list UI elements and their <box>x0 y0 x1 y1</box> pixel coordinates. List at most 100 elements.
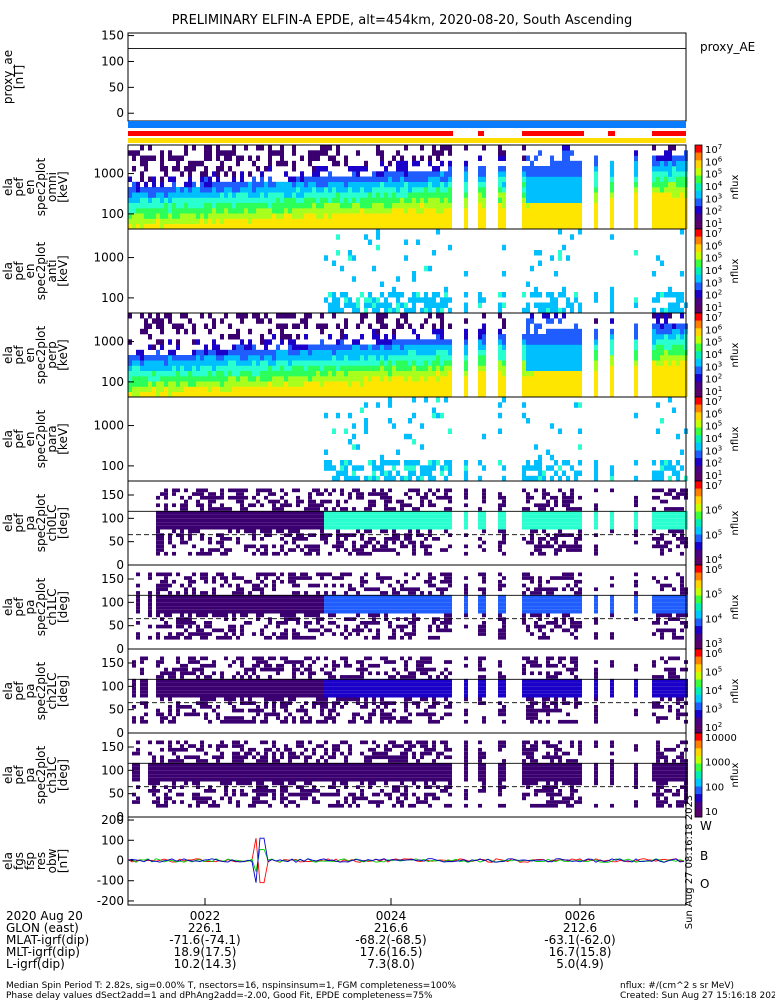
spectrogram-cell <box>240 197 244 203</box>
pitch-angle-cell <box>534 529 538 534</box>
pitch-angle-cell <box>668 525 672 530</box>
spectrogram-cell <box>392 381 396 387</box>
spectrogram-cell <box>420 386 424 392</box>
spectrogram-cell <box>288 192 292 198</box>
pitch-angle-cell <box>260 514 264 519</box>
pitch-angle-cell <box>212 522 216 526</box>
pitch-angle-cell <box>188 635 192 640</box>
spectrogram-cell <box>534 250 538 256</box>
pitch-angle-cell <box>216 609 220 614</box>
spectrogram-cell <box>668 370 672 377</box>
pitch-angle-cell <box>200 533 204 537</box>
spectrogram-cell <box>356 465 360 471</box>
spectrogram-cell <box>676 171 680 177</box>
spectrogram-cell <box>312 166 316 172</box>
spectrogram-cell <box>424 360 428 366</box>
pitch-angle-cell <box>168 522 172 526</box>
spectrogram-cell <box>546 391 550 398</box>
spectrogram-cell <box>392 376 396 382</box>
pitch-angle-cell <box>252 529 256 534</box>
pitch-angle-cell <box>196 551 200 556</box>
spectrogram-cell <box>444 370 448 377</box>
pitch-angle-cell <box>180 507 184 511</box>
spectrogram-cell <box>212 208 216 214</box>
pitch-angle-cell <box>554 503 558 508</box>
spectrogram-cell <box>204 197 208 203</box>
pitch-angle-cell <box>184 602 188 606</box>
pitch-angle-cell <box>264 583 268 588</box>
spectrogram-cell <box>672 155 676 161</box>
colorbar-tick-label: 102 <box>705 457 722 470</box>
spectrogram-cell <box>128 376 132 382</box>
spectrogram-cell <box>352 376 356 382</box>
pitch-angle-cell <box>256 514 260 519</box>
spectrogram-cell <box>396 355 400 361</box>
spectrogram-cell <box>412 271 416 277</box>
pitch-angle-cell <box>570 518 574 522</box>
spectrogram-cell <box>534 223 538 230</box>
pitch-angle-cell <box>436 514 440 519</box>
pitch-angle-cell <box>160 587 164 592</box>
spectrogram-cell <box>304 218 308 224</box>
pitch-angle-cell <box>256 488 260 493</box>
spectrogram-cell <box>400 302 404 308</box>
pitch-angle-cell <box>558 488 562 493</box>
spectrogram-cell <box>424 176 428 182</box>
pitch-angle-cell <box>228 510 232 515</box>
spectrogram-cell <box>268 150 272 156</box>
spectrogram-cell <box>542 192 546 198</box>
pitch-angle-cell <box>384 510 388 515</box>
spectrogram-cell <box>372 265 376 272</box>
spectrogram-cell <box>664 360 668 366</box>
ylabel-line: [keV] <box>56 339 70 370</box>
spectrogram-cell <box>444 391 448 398</box>
pitch-angle-cell <box>164 525 168 530</box>
spectrogram-cell <box>264 339 268 345</box>
pitch-angle-cell <box>272 587 276 592</box>
spectrogram-cell <box>478 297 482 303</box>
ylabel-line: spec2plot <box>34 157 48 216</box>
pitch-angle-cell <box>292 540 296 545</box>
spectrogram-cell <box>280 223 284 230</box>
spectrogram-cell <box>432 355 436 361</box>
spectrogram-cell <box>538 223 542 230</box>
spectrogram-cell <box>440 318 444 324</box>
spectrogram-cell <box>668 339 672 345</box>
spectrogram-cell <box>132 223 136 230</box>
spectrogram-cell <box>140 349 144 356</box>
spectrogram-cell <box>280 386 284 392</box>
spectrogram-cell <box>320 360 324 366</box>
spectrogram-cell <box>200 313 204 319</box>
spectrogram-cell <box>652 166 656 172</box>
ylabel-line: perp <box>45 341 59 369</box>
spectrogram-cell <box>432 381 436 387</box>
pitch-angle-cell <box>220 518 224 522</box>
spectrogram-cell <box>332 376 336 382</box>
spectrogram-cell <box>566 475 570 482</box>
spectrogram-cell <box>168 365 172 371</box>
spectrogram-cell <box>208 213 212 219</box>
spectrogram-cell <box>570 381 574 387</box>
spectrogram-cell <box>424 223 428 230</box>
spectrogram-cell <box>376 349 380 356</box>
spectrogram-cell <box>148 386 152 392</box>
spectrogram-cell <box>522 307 526 314</box>
spectrogram-cell <box>296 349 300 356</box>
spectrogram-cell <box>192 218 196 224</box>
spectrogram-cell <box>368 239 372 245</box>
spectrogram-cell <box>244 208 248 214</box>
spectrogram-cell <box>412 460 416 466</box>
spectrogram-cell <box>128 370 132 377</box>
pitch-angle-cell <box>404 503 408 508</box>
spectrogram-cell <box>380 187 384 193</box>
spectrogram-cell <box>200 223 204 230</box>
pitch-angle-cell <box>188 529 192 534</box>
spectrogram-cell <box>428 386 432 392</box>
spectrogram-cell <box>248 223 252 230</box>
spectrogram-cell <box>344 386 348 392</box>
spectrogram-cell <box>448 470 452 476</box>
spectrogram-cell <box>542 391 546 398</box>
spectrogram-cell <box>672 202 676 209</box>
spectrogram-cell <box>664 218 668 224</box>
